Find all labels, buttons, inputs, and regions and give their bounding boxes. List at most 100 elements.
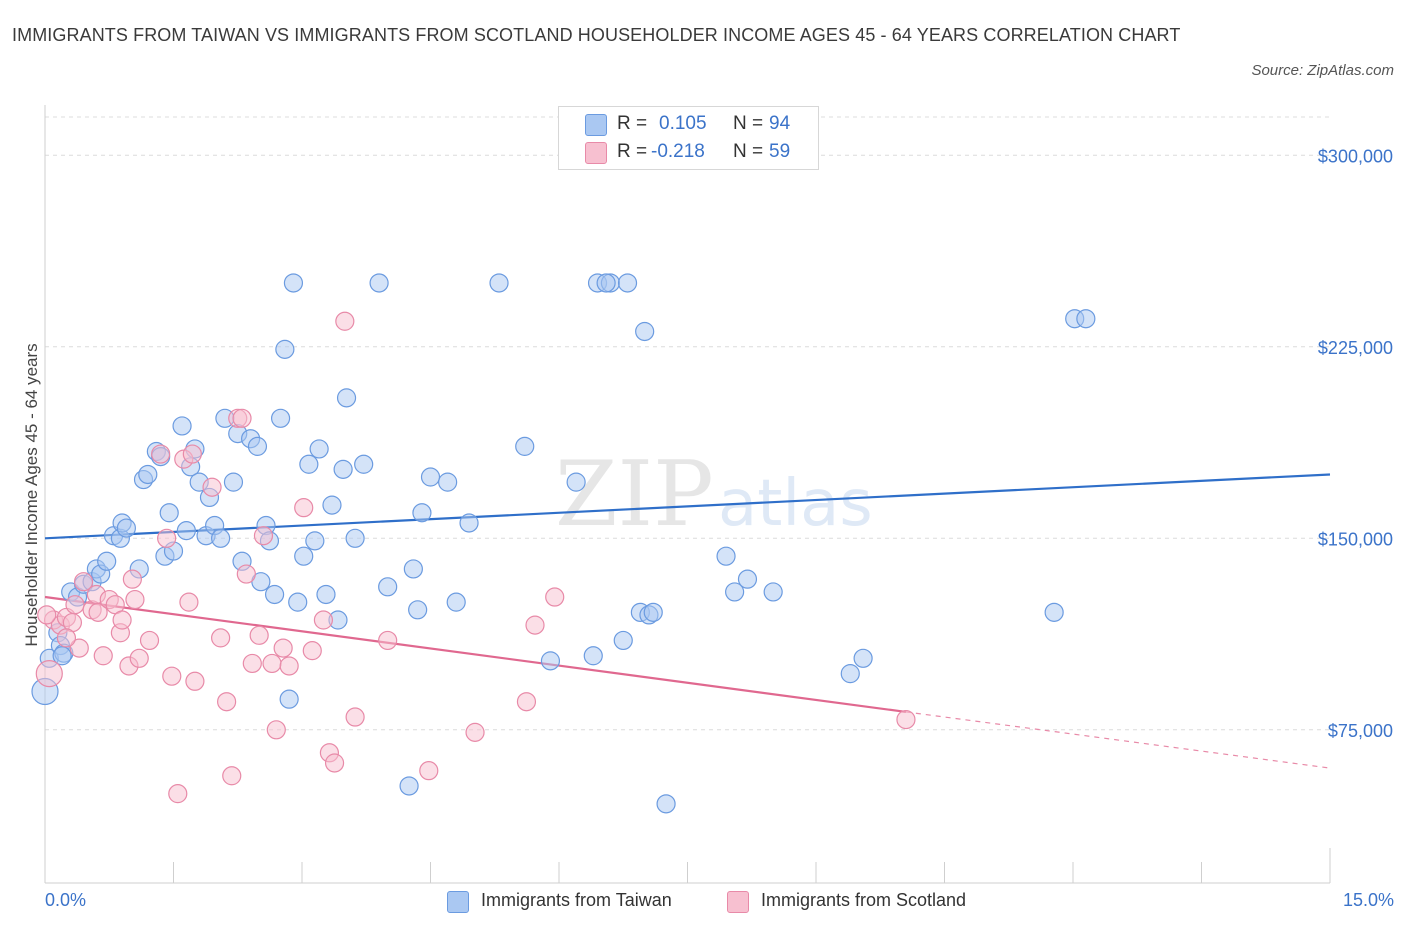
data-point-scotland xyxy=(465,722,485,742)
data-point-taiwan xyxy=(305,531,325,551)
data-point-taiwan xyxy=(656,794,676,814)
data-point-taiwan xyxy=(176,521,196,541)
chart-title: IMMIGRANTS FROM TAIWAN VS IMMIGRANTS FRO… xyxy=(12,25,1181,45)
legend-r-label: R = xyxy=(617,113,648,134)
data-point-taiwan xyxy=(617,273,638,293)
legend-r-label: R = xyxy=(617,141,648,162)
data-point-taiwan xyxy=(515,436,535,456)
y-tick-label: $150,000 xyxy=(1318,529,1393,549)
legend-n-label: N = xyxy=(733,141,764,162)
trend-line-scotland xyxy=(44,595,907,714)
legend-n-value: 94 xyxy=(769,113,791,134)
data-point-scotland xyxy=(262,653,282,674)
y-tick-label: $75,000 xyxy=(1328,721,1393,741)
data-point-scotland xyxy=(313,610,334,630)
data-point-scotland xyxy=(253,526,274,546)
data-point-scotland xyxy=(232,408,252,428)
data-point-scotland xyxy=(545,587,565,607)
data-point-taiwan xyxy=(840,664,860,684)
legend-swatch-taiwan xyxy=(585,114,607,136)
data-point-taiwan xyxy=(322,495,342,515)
bottom-legend-label-taiwan: Immigrants from Taiwan xyxy=(481,890,672,910)
data-point-taiwan xyxy=(138,464,158,485)
data-point-scotland xyxy=(139,630,160,651)
data-point-scotland xyxy=(162,666,182,686)
data-point-taiwan xyxy=(566,472,586,492)
data-point-scotland xyxy=(168,784,188,804)
data-point-taiwan xyxy=(264,584,285,605)
data-point-taiwan xyxy=(309,439,329,459)
data-point-scotland xyxy=(419,761,439,781)
data-point-scotland xyxy=(896,709,916,730)
data-point-taiwan xyxy=(159,503,179,523)
data-point-scotland xyxy=(182,444,202,464)
data-point-taiwan xyxy=(725,582,745,602)
watermark-zip: ZIP xyxy=(555,442,714,547)
data-point-taiwan xyxy=(294,546,314,566)
data-point-scotland xyxy=(324,753,345,773)
data-point-taiwan xyxy=(97,551,117,571)
data-point-taiwan xyxy=(1044,602,1064,622)
data-point-scotland xyxy=(202,477,222,497)
legend-r-value: 0.105 xyxy=(659,113,707,134)
data-point-taiwan xyxy=(1076,309,1096,329)
data-point-taiwan xyxy=(540,651,561,671)
data-point-taiwan xyxy=(446,592,466,612)
data-point-scotland xyxy=(151,444,171,464)
data-point-scotland xyxy=(217,692,237,712)
data-point-scotland xyxy=(125,589,145,610)
data-point-taiwan xyxy=(211,528,231,548)
data-point-scotland xyxy=(112,610,132,630)
data-point-taiwan xyxy=(737,569,758,589)
data-point-taiwan xyxy=(345,528,365,548)
data-point-taiwan xyxy=(279,689,299,709)
axes xyxy=(44,105,1331,884)
data-point-taiwan xyxy=(223,472,244,492)
legend-r-value: -0.218 xyxy=(651,141,705,162)
data-point-taiwan xyxy=(420,467,441,487)
data-point-scotland xyxy=(302,641,322,661)
data-point-scotland xyxy=(249,625,269,645)
data-point-taiwan xyxy=(52,646,72,666)
data-point-taiwan xyxy=(403,559,423,579)
data-point-taiwan xyxy=(716,546,736,566)
data-point-taiwan xyxy=(336,388,357,408)
data-point-scotland xyxy=(525,615,545,635)
data-point-taiwan xyxy=(283,273,304,293)
data-point-scotland xyxy=(222,766,242,786)
legend-swatch-scotland xyxy=(585,142,607,164)
y-tick-label: $225,000 xyxy=(1318,338,1393,358)
data-point-scotland xyxy=(266,720,286,740)
data-point-scotland xyxy=(242,653,262,674)
data-point-taiwan xyxy=(369,273,389,293)
data-point-scotland xyxy=(294,498,314,518)
data-point-scotland xyxy=(65,595,85,615)
watermark: ZIP atlas xyxy=(555,442,873,547)
data-point-taiwan xyxy=(270,408,291,428)
data-point-scotland xyxy=(93,646,113,666)
data-point-scotland xyxy=(236,564,256,584)
data-point-taiwan xyxy=(333,459,353,479)
y-tick-label: $300,000 xyxy=(1318,146,1393,166)
data-point-scotland xyxy=(279,656,299,676)
data-point-scotland xyxy=(273,638,293,658)
data-point-taiwan xyxy=(412,503,432,523)
data-point-scotland xyxy=(122,569,142,589)
bottom-legend-swatch-scotland xyxy=(727,891,749,913)
data-point-taiwan xyxy=(116,518,136,538)
data-point-taiwan xyxy=(613,630,633,651)
data-point-taiwan xyxy=(378,577,398,597)
data-point-taiwan xyxy=(489,273,509,293)
data-point-scotland xyxy=(129,648,149,668)
data-points xyxy=(31,273,1096,814)
y-axis-label-wrap: Householder Income Ages 45 - 64 years xyxy=(20,320,44,670)
bottom-legend-label-scotland: Immigrants from Scotland xyxy=(761,890,967,910)
data-point-taiwan xyxy=(853,648,873,668)
data-point-taiwan xyxy=(172,416,192,436)
data-point-scotland xyxy=(37,605,57,625)
data-point-taiwan xyxy=(583,646,603,666)
x-tick-label-max: 15.0% xyxy=(1342,890,1394,910)
legend: R = 0.105 N = 94 R = -0.218 N = 59 xyxy=(558,106,819,170)
data-point-scotland xyxy=(185,671,205,691)
